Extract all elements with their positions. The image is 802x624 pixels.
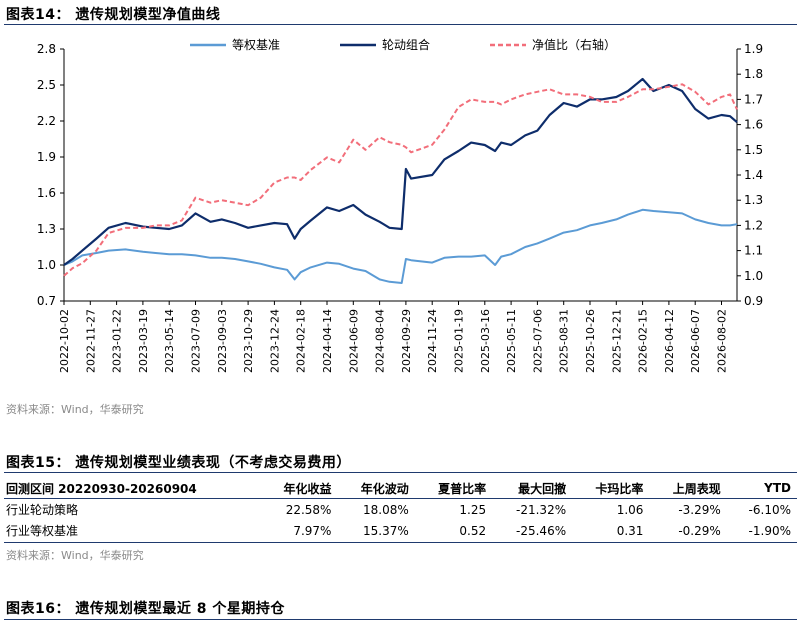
y-right-tick-label: 1.7 — [744, 92, 763, 106]
y-left-tick-label: 2.5 — [37, 78, 56, 92]
header-period: 回测区间 20220930-20260904 — [6, 481, 197, 496]
legend-label-3: 净值比（右轴） — [532, 37, 616, 52]
x-tick-label: 2023-09-03 — [216, 309, 229, 373]
figure-14-title: 图表14： 遗传规划模型净值曲线 — [6, 7, 221, 23]
header-sharpe: 夏普比率 — [438, 481, 487, 496]
x-tick-label: 2024-09-29 — [400, 309, 413, 373]
title-rule — [4, 472, 797, 473]
header-ytd: YTD — [764, 481, 791, 495]
performance-table: 回测区间 20220930-20260904 年化收益 年化波动 夏普比率 最大… — [4, 478, 797, 541]
x-tick-label: 2023-05-14 — [163, 309, 176, 373]
title-rule — [4, 619, 797, 620]
figure-16-title: 图表16： 遗传规划模型最近 8 个星期持仓 — [6, 601, 285, 617]
x-tick-label: 2024-04-14 — [321, 309, 334, 373]
y-right-tick-label: 1.4 — [744, 168, 763, 182]
y-right-tick-label: 1.0 — [744, 269, 763, 283]
y-right-tick-label: 1.2 — [744, 218, 763, 232]
y-left-tick-label: 2.8 — [37, 42, 56, 56]
table-cell: 15.37% — [363, 523, 409, 538]
y-right-tick-label: 1.9 — [744, 42, 763, 56]
x-tick-label: 2026-02-15 — [637, 309, 650, 373]
x-tick-label: 2024-11-24 — [426, 309, 439, 373]
table-cell: -6.10% — [748, 502, 791, 517]
table-cell: -3.29% — [678, 502, 721, 517]
x-tick-label: 2025-10-26 — [584, 309, 597, 373]
x-tick-label: 2026-08-02 — [716, 309, 729, 373]
table-cell: -0.29% — [678, 523, 721, 538]
table-cell: 18.08% — [363, 502, 409, 517]
legend-label-2: 轮动组合 — [382, 37, 430, 52]
table-row: 行业轮动策略 22.58% 18.08% 1.25 -21.32% 1.06 -… — [4, 499, 797, 521]
y-left-tick-label: 1.3 — [37, 222, 56, 236]
series-line-2 — [63, 77, 738, 266]
header-calmar: 卡玛比率 — [595, 481, 644, 496]
table-cell: 22.58% — [285, 502, 332, 517]
table-cell: 0.52 — [459, 523, 487, 538]
x-tick-label: 2026-04-12 — [663, 309, 676, 373]
x-tick-label: 2023-10-29 — [242, 309, 255, 373]
table-header-row: 回测区间 20220930-20260904 年化收益 年化波动 夏普比率 最大… — [4, 478, 797, 499]
y-left-tick-label: 2.2 — [37, 114, 56, 128]
x-tick-label: 2024-08-04 — [374, 309, 387, 373]
x-tick-label: 2025-05-11 — [505, 309, 518, 373]
table-cell: -21.32% — [516, 502, 567, 517]
x-tick-label: 2025-03-16 — [479, 309, 492, 373]
series-line-3 — [63, 83, 738, 277]
x-tick-label: 2023-07-09 — [190, 309, 203, 373]
x-tick-label: 2025-07-06 — [531, 309, 544, 373]
x-tick-label: 2022-10-02 — [58, 309, 71, 373]
x-tick-label: 2025-01-19 — [453, 309, 466, 373]
y-left-tick-label: 1.9 — [37, 150, 56, 164]
table-cell: 1.25 — [459, 502, 487, 517]
y-right-tick-label: 1.5 — [744, 143, 763, 157]
table-bottom-rule — [4, 542, 797, 543]
legend-label-1: 等权基准 — [232, 38, 280, 52]
x-tick-label: 2025-12-21 — [610, 309, 623, 373]
y-right-tick-label: 1.1 — [744, 244, 763, 258]
y-right-tick-label: 0.9 — [744, 294, 763, 308]
table-row: 行业等权基准 7.97% 15.37% 0.52 -25.46% 0.31 -0… — [4, 520, 797, 541]
y-right-tick-label: 1.3 — [744, 193, 763, 207]
y-left-tick-label: 1.6 — [37, 186, 56, 200]
net-value-chart: 2.8 2.5 2.2 1.9 1.6 1.3 1.0 0.7 1.9 1.8 1.7 1.6 1.5 1… — [37, 37, 763, 373]
x-tick-label: 2026-06-07 — [689, 309, 702, 373]
series-line-1 — [63, 208, 738, 284]
x-tick-label: 2023-01-22 — [111, 309, 124, 373]
x-tick-label: 2023-03-19 — [137, 309, 150, 373]
y-left-tick-label: 0.7 — [37, 294, 56, 308]
table-cell: -25.46% — [516, 523, 567, 538]
x-tick-label: 2024-06-09 — [347, 309, 360, 373]
x-tick-label: 2023-12-24 — [268, 309, 281, 373]
y-right-tick-label: 1.8 — [744, 67, 763, 81]
figure-15-source: 资料来源：Wind，华泰研究 — [6, 549, 144, 562]
table-cell: 行业轮动策略 — [6, 503, 79, 517]
x-tick-label: 2022-11-27 — [84, 309, 97, 373]
figure-14-source: 资料来源：Wind，华泰研究 — [6, 403, 144, 416]
header-annual-volatility: 年化波动 — [360, 481, 409, 496]
title-rule — [4, 24, 797, 25]
y-left-tick-label: 1.0 — [37, 258, 56, 272]
table-cell: 行业等权基准 — [6, 524, 79, 538]
header-annual-return: 年化收益 — [283, 481, 332, 496]
header-last-week: 上周表现 — [672, 481, 721, 496]
table-cell: 1.06 — [616, 502, 644, 517]
table-cell: 7.97% — [293, 523, 332, 538]
figure-15-title: 图表15： 遗传规划模型业绩表现（不考虑交易费用） — [6, 455, 351, 471]
table-cell: -1.90% — [748, 523, 791, 538]
table-cell: 0.31 — [616, 523, 644, 538]
x-tick-label: 2024-02-18 — [295, 309, 308, 373]
x-tick-label: 2025-08-31 — [558, 309, 571, 373]
header-max-drawdown: 最大回撤 — [518, 481, 567, 496]
y-right-tick-label: 1.6 — [744, 118, 763, 132]
